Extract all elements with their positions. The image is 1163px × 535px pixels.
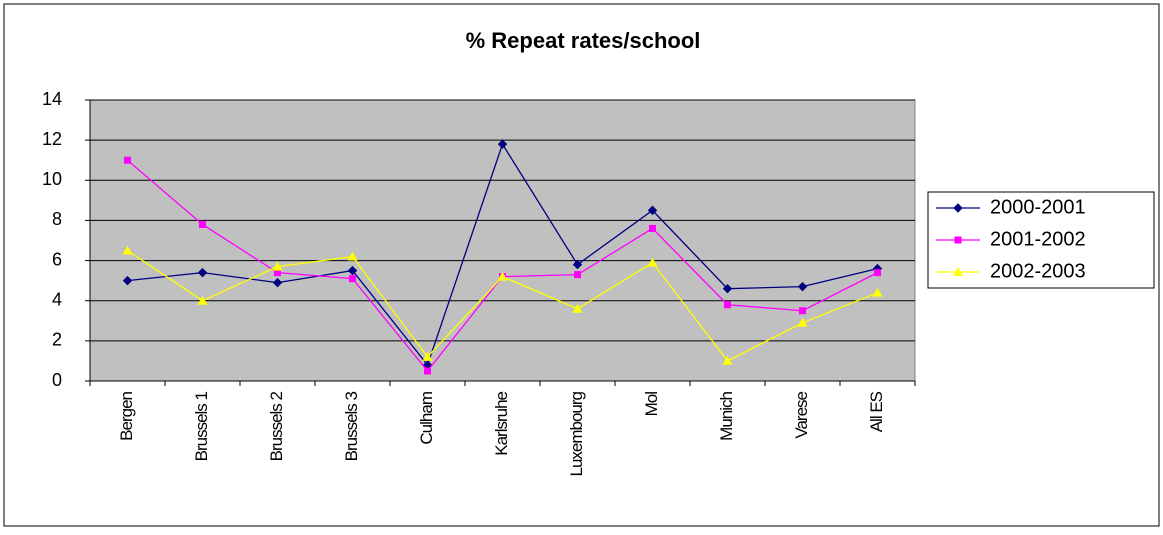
chart-title: % Repeat rates/school <box>466 28 701 53</box>
point <box>874 269 881 277</box>
point <box>424 367 431 375</box>
point <box>572 303 583 313</box>
y-tick-label: 8 <box>52 209 62 229</box>
x-tick-label: Luxembourg <box>567 391 586 476</box>
point <box>347 251 358 261</box>
y-tick-label: 10 <box>42 169 62 189</box>
point <box>649 224 656 232</box>
point <box>797 281 808 292</box>
point <box>799 307 806 315</box>
x-tick-label: Culham <box>417 391 436 444</box>
x-tick-label: Karlsruhe <box>492 391 511 455</box>
y-tick-label: 12 <box>42 129 62 149</box>
x-tick-label: Varese <box>792 391 811 438</box>
legend-label: 2001-2002 <box>990 228 1086 250</box>
point <box>422 351 433 361</box>
x-tick-label: Bergen <box>117 391 136 440</box>
y-tick-label: 2 <box>52 330 62 350</box>
y-tick-label: 14 <box>42 89 62 109</box>
legend-marker <box>953 203 963 213</box>
point <box>199 220 206 228</box>
point <box>122 275 133 286</box>
point <box>124 156 131 164</box>
point <box>872 287 883 297</box>
y-tick-label: 4 <box>52 289 62 309</box>
point <box>497 139 508 149</box>
legend-label: 2000-2001 <box>990 196 1086 218</box>
point <box>647 205 658 216</box>
x-tick-label: Brussels 1 <box>192 391 211 461</box>
point <box>497 271 508 281</box>
point <box>272 277 283 288</box>
point <box>722 355 733 365</box>
x-tick-label: Brussels 2 <box>267 391 286 461</box>
y-tick-label: 6 <box>52 249 62 269</box>
x-tick-label: Mol <box>642 392 661 417</box>
point <box>572 259 583 270</box>
point <box>349 275 356 283</box>
point <box>197 295 208 305</box>
point <box>274 269 281 277</box>
x-tick-label: All ES <box>867 391 886 432</box>
point <box>722 283 733 294</box>
point <box>122 245 133 255</box>
legend-marker <box>954 236 962 244</box>
y-tick-label: 0 <box>52 370 62 390</box>
x-tick-label: Munich <box>717 391 736 440</box>
point <box>347 265 358 276</box>
point <box>272 261 283 271</box>
point <box>647 257 658 267</box>
x-tick-label: Brussels 3 <box>342 391 361 461</box>
legend-marker <box>953 267 963 276</box>
point <box>197 267 208 278</box>
point <box>724 301 731 309</box>
point <box>797 317 808 327</box>
legend-label: 2002-2003 <box>990 260 1086 282</box>
point <box>574 271 581 279</box>
